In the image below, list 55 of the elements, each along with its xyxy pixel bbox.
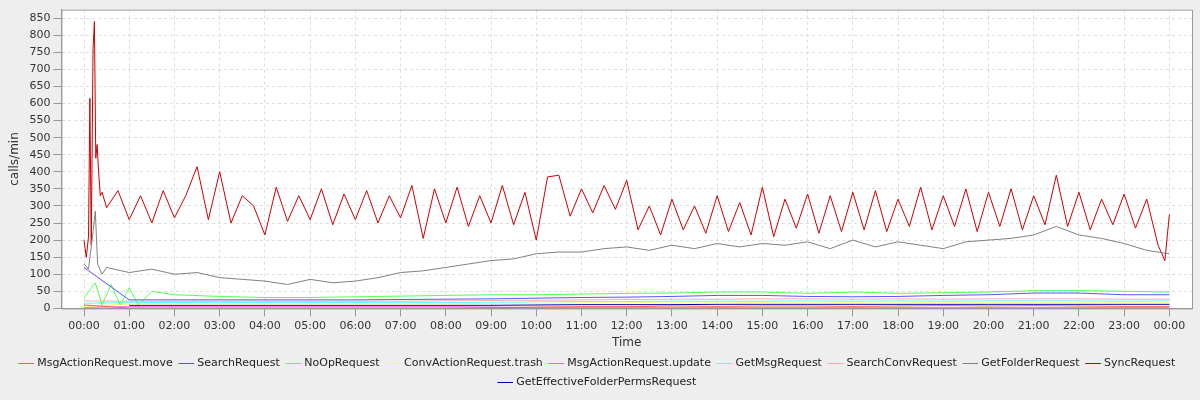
y-tick-label: 850 — [29, 11, 51, 24]
x-tick-label: 06:00 — [339, 318, 372, 332]
y-tick-label: 600 — [29, 96, 51, 110]
x-tick-label: 02:00 — [158, 318, 191, 332]
x-tick-label: 08:00 — [429, 318, 462, 332]
y-tick-label: 300 — [29, 198, 51, 212]
x-tick-label: 15:00 — [746, 318, 779, 332]
legend-label: GetMsgRequest — [735, 356, 823, 370]
y-tick-label: 350 — [29, 181, 51, 195]
y-tick-label: 0 — [43, 301, 51, 315]
x-tick-label: 03:00 — [203, 318, 236, 332]
x-tick-label: 01:00 — [113, 318, 146, 332]
x-tick-label: 04:00 — [249, 318, 281, 332]
legend-label: ConvActionRequest.trash — [404, 356, 543, 370]
y-tick-label: 800 — [29, 28, 51, 42]
y-tick-label: 500 — [29, 130, 51, 144]
y-tick-label: 50 — [36, 284, 51, 298]
x-tick-label: 21:00 — [1017, 318, 1050, 332]
legend-label: MsgActionRequest.update — [567, 356, 712, 370]
x-tick-label: 22:00 — [1063, 318, 1095, 332]
x-tick-label: 13:00 — [656, 318, 688, 332]
legend-label: GetEffectiveFolderPermsRequest — [516, 375, 697, 389]
y-tick-label: 400 — [29, 164, 51, 178]
x-tick-label: 16:00 — [791, 318, 824, 332]
x-tick-label: 23:00 — [1108, 318, 1141, 332]
x-tick-label: 09:00 — [475, 318, 507, 332]
y-tick-label: 550 — [29, 113, 51, 127]
x-tick-label: 00:00 — [68, 318, 100, 332]
x-axis-title: Time — [611, 334, 642, 349]
y-tick-label: 250 — [29, 215, 51, 229]
y-tick-label: 200 — [29, 232, 51, 246]
y-axis-title: calls/min — [7, 132, 22, 186]
x-tick-label: 00:00 — [1153, 318, 1186, 332]
x-tick-label: 20:00 — [972, 318, 1005, 332]
legend-label: SearchRequest — [197, 356, 281, 370]
x-tick-label: 10:00 — [520, 318, 553, 332]
y-tick-label: 750 — [29, 45, 51, 59]
y-tick-label: 150 — [29, 250, 51, 264]
y-tick-label: 700 — [29, 62, 51, 76]
y-tick-label: 450 — [29, 147, 51, 161]
y-tick-label: 650 — [29, 79, 51, 93]
x-tick-label: 14:00 — [701, 318, 733, 332]
y-tick-label: 100 — [29, 267, 51, 281]
legend-label: MsgActionRequest.move — [37, 356, 174, 370]
x-tick-label: 18:00 — [882, 318, 914, 332]
x-tick-label: 17:00 — [836, 318, 869, 332]
legend-label: NoOpRequest — [304, 356, 381, 370]
legend-label: GetFolderRequest — [981, 356, 1081, 370]
x-tick-label: 11:00 — [565, 318, 598, 332]
x-tick-label: 12:00 — [610, 318, 643, 332]
legend-label: SearchConvRequest — [846, 356, 958, 370]
legend-label: SyncRequest — [1104, 356, 1176, 370]
x-tick-label: 05:00 — [294, 318, 326, 332]
x-tick-label: 07:00 — [384, 318, 417, 332]
x-tick-label: 19:00 — [927, 318, 960, 332]
